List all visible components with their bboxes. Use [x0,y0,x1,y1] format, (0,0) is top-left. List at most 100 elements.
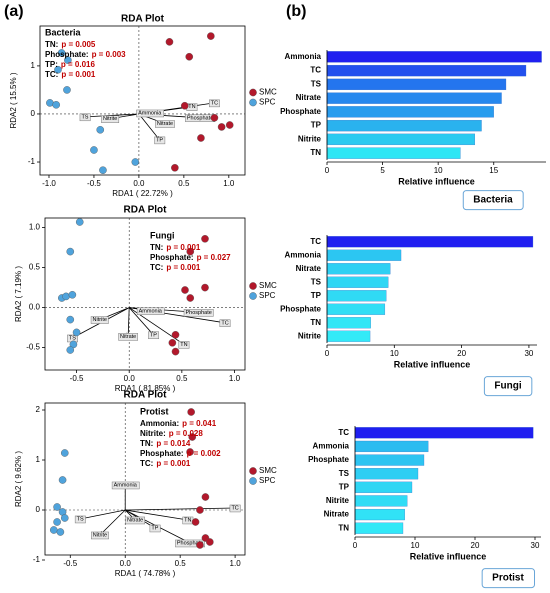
y-tick-label: Phosphate [308,455,349,464]
sample-point [72,328,81,337]
sample-point [201,234,209,243]
biplot-arrow [125,509,189,522]
bar [326,106,494,118]
arrow-label-box: TP [154,136,166,145]
arrow-label: TS [81,114,88,120]
arrow-label-box: TC [219,319,231,328]
arrow-label: Nitrate [127,517,143,523]
arrow-label-box: TP [148,331,160,340]
bar [326,92,502,104]
arrow-label: Nitrate [120,334,136,340]
x-tick-label: -0.5 [63,559,77,568]
arrow-label-bg [74,515,86,524]
y-tick-label: -1 [28,157,36,166]
arrow-label-box: Ammonia [136,307,165,316]
sample-point [96,126,105,134]
sample-point [66,315,75,324]
arrow-label-bg [136,109,164,118]
sample-point [210,114,219,122]
arrow-label: Nitrite [93,317,107,323]
sample-point [53,503,61,511]
bar [326,78,507,91]
y-tick-label: TS [339,469,350,478]
arrow-label-bg [229,504,241,513]
arrow-label: Phosphate [186,310,212,316]
y-tick-label: 1.0 [29,223,41,232]
chart-title: RDA Plot [124,390,168,401]
sample-point [53,518,61,526]
bar [354,481,413,493]
arrow-label-bg [148,331,160,340]
group-badge-bg [483,376,533,397]
stat-label: TN: [150,243,163,252]
sample-point [66,346,75,354]
arrow-label: TS [69,335,76,341]
stat-label: Nitrite: [140,429,166,438]
x-tick-label: 5 [380,166,385,175]
sample-point [196,506,204,514]
x-tick-label: 0.0 [133,179,145,188]
sample-point [57,49,66,57]
stat-value: p = 0.028 [169,429,204,438]
bar [326,119,482,132]
legend-marker [249,467,257,475]
x-tick-label: -1.0 [42,179,56,188]
sample-point [66,247,75,256]
group-badge: Fungi [483,376,533,397]
legend-label: SPC [259,291,276,300]
arrow-label-box: TN [178,341,190,349]
arrow-label-box: TP [149,524,161,533]
x-tick-label: 0 [325,166,330,175]
group-label: Fungi [150,230,175,240]
biplot-arrow [125,506,236,511]
stat-label: Phosphate: [150,253,194,262]
sample-point [56,528,65,536]
sample-point [187,408,195,416]
y-tick-label: TS [311,277,322,286]
bar [326,64,527,77]
legend-marker [249,98,257,107]
arrow-label-box: Nitrate [155,120,175,128]
y-tick-label: 1 [36,455,41,464]
x-tick-label: 1.0 [223,179,235,188]
sample-point [90,146,98,154]
sample-point [186,294,195,302]
stat-value: p = 0.027 [197,253,232,262]
stat-label: TN: [140,439,153,448]
legend-marker [249,88,257,97]
y-tick-label: Phosphate [280,107,321,116]
plot-frame [44,402,246,556]
arrow-label-box: Nitrate [125,516,145,525]
y-tick-label: TC [310,66,321,75]
y-tick-label: TS [311,79,322,88]
stat-value: p = 0.014 [156,439,191,448]
legend-label: SPC [259,476,276,485]
y-tick-label: Nitrate [296,93,322,102]
y-tick-label: TP [339,482,350,491]
stat-label: TC: [45,70,58,79]
plot-frame [39,25,246,176]
arrow-label-box: Ammonia [111,481,140,490]
y-tick-label: 0.0 [29,303,41,312]
y-axis-label: RDA2 ( 7.19% ) [14,266,23,322]
arrow-label: TN [188,104,195,110]
sample-point [217,123,226,131]
chart-title: RDA Plot [121,14,165,25]
bar [326,330,371,342]
sample-point [186,247,195,256]
sample-point [206,538,214,546]
bar [326,133,476,146]
bar [354,454,425,466]
y-tick-label: 0 [36,505,41,514]
group-label: Protist [140,406,169,416]
arrow-label-bg [136,307,165,316]
group-label: Bacteria [45,27,82,37]
stat-label: TN: [45,40,58,49]
x-tick-label: 0.5 [176,374,188,383]
x-tick-label: 10 [411,541,420,550]
legend-label: SMC [259,281,277,290]
sample-point [68,290,77,299]
biplot-arrow [128,307,154,336]
sample-point [168,338,177,347]
